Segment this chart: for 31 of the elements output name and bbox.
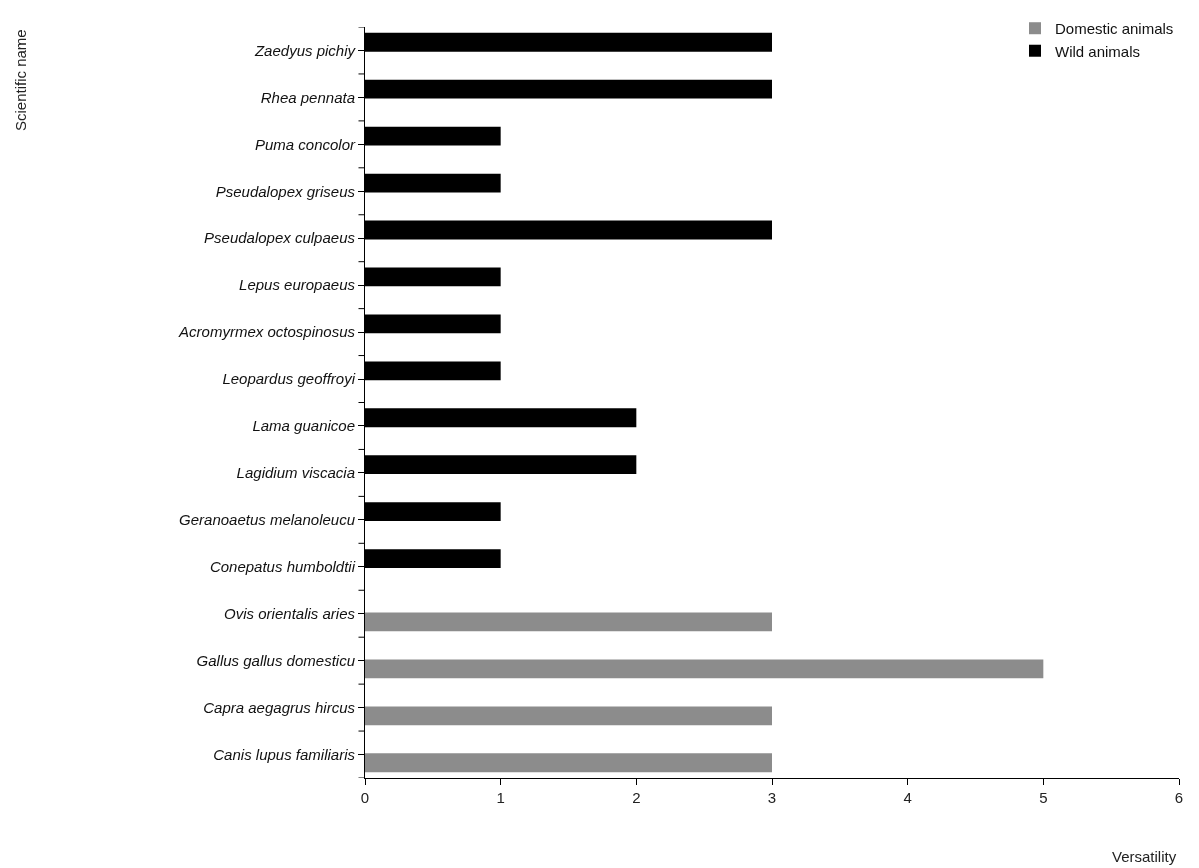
y-tick-label: Canis lupus familiaris xyxy=(213,745,356,763)
y-tick-label: Puma concolor xyxy=(254,135,356,153)
bar xyxy=(365,706,772,726)
x-tick-label: 2 xyxy=(632,789,641,806)
legend-label: Wild animals xyxy=(1055,42,1141,60)
y-tick-label: Lagidium viscacia xyxy=(236,464,355,482)
y-tick-label: Rhea pennata xyxy=(260,88,355,106)
bar xyxy=(365,659,1044,679)
y-tick-label: Ovis orientalis aries xyxy=(224,604,356,622)
x-tick-label: 6 xyxy=(1174,789,1184,806)
x-tick-label: 4 xyxy=(903,789,912,806)
y-tick-label: Lama guanicoe xyxy=(252,417,355,435)
x-tick-label: 1 xyxy=(496,789,505,806)
bar xyxy=(365,612,772,632)
text: Scientific name xyxy=(12,29,29,131)
y-tick-label: Zaedyus pichiy xyxy=(253,41,357,59)
y-tick-label: Leopardus geoffroyi xyxy=(222,370,356,388)
x-tick-label: 5 xyxy=(1039,789,1048,806)
y-tick-label: Acromyrmex octospinosus xyxy=(178,323,356,341)
y-tick-label: Pseudalopex griseus xyxy=(215,182,356,200)
x-tick-label: 0 xyxy=(360,789,370,806)
y-tick-label: Lepus europaeus xyxy=(239,276,356,294)
y-tick-label: Gallus gallus domesticu xyxy=(196,651,356,669)
y-tick-label: Pseudalopex culpaeus xyxy=(204,229,356,247)
bar xyxy=(365,753,772,773)
x-tick-label: 3 xyxy=(767,789,777,806)
y-tick-label: Capra aegagrus hircus xyxy=(203,698,356,716)
y-tick-label: Conepatus humboldtii xyxy=(209,558,356,576)
legend-label: Domestic animals xyxy=(1055,20,1174,38)
y-tick-label: Geranoaetus melanoleucu xyxy=(179,511,356,529)
x-axis-title: Versatility xyxy=(1112,848,1177,865)
